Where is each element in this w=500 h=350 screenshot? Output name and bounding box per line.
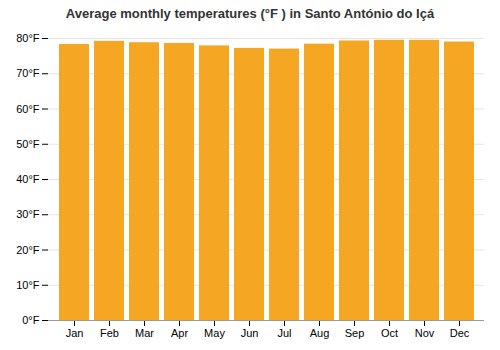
svg-text:10°F: 10°F	[16, 279, 40, 291]
svg-text:Apr: Apr	[171, 327, 188, 339]
svg-text:Jun: Jun	[241, 327, 259, 339]
html-text:Average monthly temperatures (: Average monthly temperatures (°F ) in Sa…	[65, 6, 435, 21]
svg-text:0°F: 0°F	[22, 314, 40, 326]
svg-text:Mar: Mar	[135, 327, 154, 339]
svg-text:20°F: 20°F	[16, 244, 40, 256]
svg-text:70°F: 70°F	[16, 67, 40, 79]
svg-text:Dec: Dec	[450, 327, 470, 339]
svg-text:Jul: Jul	[277, 327, 291, 339]
svg-text:Oct: Oct	[381, 327, 398, 339]
svg-text:80°F: 80°F	[16, 32, 40, 44]
svg-text:40°F: 40°F	[16, 173, 40, 185]
svg-text:Jan: Jan	[66, 327, 84, 339]
svg-text:30°F: 30°F	[16, 208, 40, 220]
svg-text:Sep: Sep	[345, 327, 365, 339]
svg-text:50°F: 50°F	[16, 138, 40, 150]
svg-text:60°F: 60°F	[16, 103, 40, 115]
svg-text:Aug: Aug	[310, 327, 330, 339]
svg-text:Nov: Nov	[415, 327, 435, 339]
svg-text:May: May	[204, 327, 225, 339]
svg-text:Feb: Feb	[100, 327, 119, 339]
